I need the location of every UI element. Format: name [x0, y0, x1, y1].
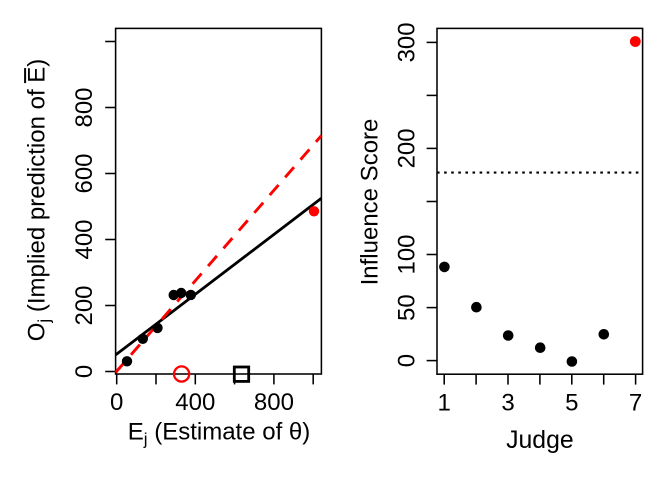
svg-text:5: 5	[565, 389, 578, 416]
svg-text:400: 400	[71, 219, 98, 259]
svg-text:200: 200	[71, 285, 98, 325]
svg-text:800: 800	[254, 389, 294, 416]
svg-text:0: 0	[110, 389, 123, 416]
svg-text:300: 300	[393, 22, 420, 62]
svg-text:50: 50	[393, 294, 420, 321]
svg-text:400: 400	[175, 389, 215, 416]
svg-text:100: 100	[393, 234, 420, 274]
svg-text:0: 0	[71, 365, 98, 378]
svg-text:3: 3	[501, 389, 514, 416]
svg-text:Oj (Implied prediction of E): Oj (Implied prediction of E)	[24, 59, 54, 342]
svg-text:200: 200	[393, 128, 420, 168]
svg-text:Influence Score: Influence Score	[357, 119, 384, 286]
svg-text:Ej (Estimate of θ): Ej (Estimate of θ)	[128, 418, 311, 448]
svg-text:7: 7	[629, 389, 642, 416]
svg-text:600: 600	[71, 153, 98, 193]
svg-text:1: 1	[438, 389, 451, 416]
svg-text:800: 800	[71, 87, 98, 127]
svg-text:0: 0	[393, 354, 420, 367]
svg-text:Judge: Judge	[506, 427, 574, 454]
